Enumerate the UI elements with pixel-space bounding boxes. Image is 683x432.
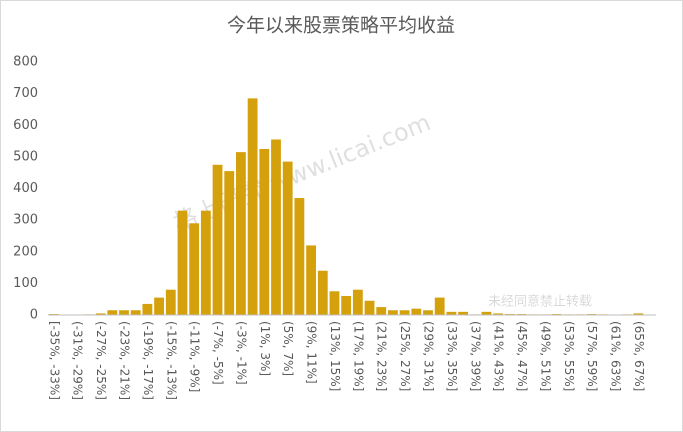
bar	[306, 245, 316, 315]
x-tick-label: [-35%, -33%]	[47, 321, 61, 400]
x-tick-label: (-31%, -29%]	[71, 321, 85, 400]
bar	[341, 296, 352, 315]
x-tick-label: (61%, 63%]	[609, 321, 623, 391]
bar	[294, 197, 305, 315]
x-tick-label: (-19%, -17%]	[141, 321, 155, 400]
bar	[212, 164, 223, 315]
x-tick-label: (17%, 19%]	[351, 321, 365, 391]
bar	[119, 310, 129, 315]
bar	[247, 98, 258, 316]
x-tick-label: (45%, 47%]	[515, 321, 529, 391]
bar	[423, 310, 433, 315]
bar	[189, 223, 200, 315]
x-tick-label: (13%, 15%]	[328, 321, 342, 391]
x-tick-label: (37%, 39%]	[468, 321, 482, 391]
y-tick-label: 0	[30, 308, 38, 323]
x-tick-label: (41%, 43%]	[492, 321, 506, 391]
bar	[142, 303, 153, 315]
bar	[95, 313, 106, 315]
x-tick-label: (65%, 67%]	[632, 321, 646, 391]
bar	[224, 171, 235, 315]
x-tick-label: (33%, 35%]	[445, 321, 459, 391]
x-tick-label: (53%, 55%]	[562, 321, 576, 391]
x-tick-label: (1%, 3%]	[258, 321, 272, 376]
bar	[154, 297, 164, 315]
y-tick-label: 100	[13, 276, 38, 291]
x-tick-label: (29%, 31%]	[422, 321, 436, 391]
bar	[399, 310, 410, 315]
bar	[329, 291, 340, 315]
bar	[200, 210, 211, 315]
bar	[364, 300, 375, 315]
x-tick-label: (-15%, -13%]	[164, 321, 178, 400]
bar	[352, 289, 363, 315]
y-tick-label: 400	[13, 181, 38, 196]
y-tick-label: 200	[13, 244, 38, 259]
bar	[236, 152, 246, 315]
bar	[434, 297, 445, 315]
x-tick-label: (49%, 51%]	[538, 321, 552, 391]
x-tick-label: (21%, 23%]	[375, 321, 389, 391]
x-tick-label: (-3%, -1%]	[234, 321, 248, 385]
y-tick-label: 300	[13, 213, 38, 228]
x-tick-label: (5%, 7%]	[281, 321, 295, 376]
bar	[130, 310, 141, 315]
bar	[376, 307, 387, 315]
bar	[177, 210, 188, 315]
bar	[481, 311, 492, 315]
x-tick-label: (-27%, -25%]	[94, 321, 108, 400]
bar	[271, 139, 281, 315]
x-tick-label: (-7%, -5%]	[211, 321, 225, 385]
y-tick-label: 700	[13, 86, 38, 101]
bar	[259, 148, 270, 315]
y-tick-label: 600	[13, 118, 38, 133]
bar	[388, 310, 398, 315]
bar	[107, 310, 118, 315]
y-tick-label: 500	[13, 149, 38, 164]
x-tick-label: (-23%, -21%]	[118, 321, 132, 400]
bar	[411, 308, 422, 315]
bar	[458, 311, 468, 315]
bar	[282, 161, 293, 315]
x-tick-label: (-11%, -9%]	[188, 321, 202, 392]
bar	[446, 311, 457, 315]
watermark: 未经同意禁止转载	[488, 294, 592, 310]
chart-title: 今年以来股票策略平均收益	[227, 15, 455, 37]
bar	[165, 289, 176, 315]
bar	[317, 270, 328, 315]
x-tick-label: (9%, 11%]	[305, 321, 319, 384]
bar	[493, 313, 504, 315]
bar	[633, 313, 644, 315]
y-tick-label: 800	[13, 55, 38, 70]
x-tick-label: (57%, 59%]	[585, 321, 599, 391]
x-tick-label: (25%, 27%]	[398, 321, 412, 391]
